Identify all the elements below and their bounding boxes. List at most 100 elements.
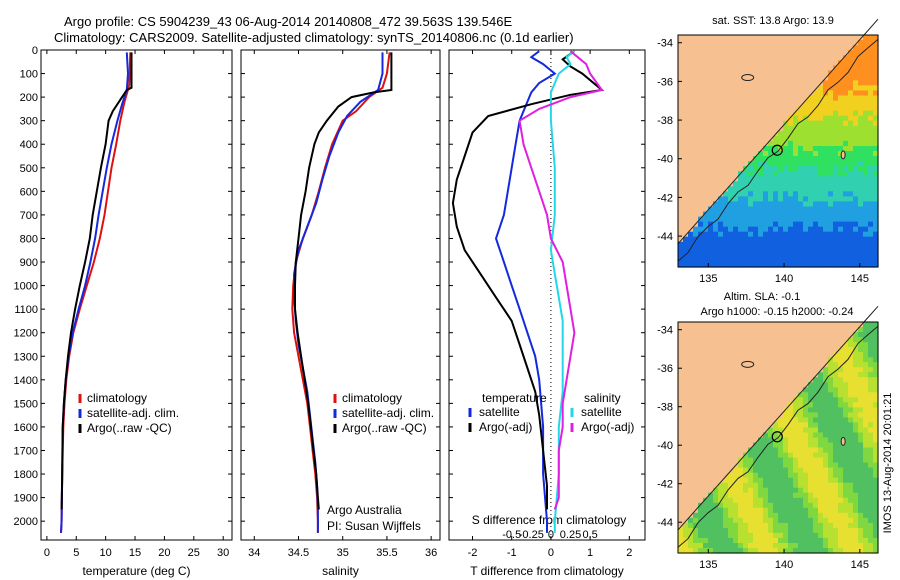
map-cell	[728, 206, 734, 213]
map-cell	[843, 362, 849, 368]
map-cell	[778, 372, 784, 378]
map-cell	[848, 512, 854, 519]
map-cell	[738, 467, 744, 474]
map-cell	[678, 322, 684, 328]
map-cell	[808, 337, 814, 343]
map-cell	[803, 527, 809, 534]
map-cell	[758, 246, 764, 253]
map-cell	[788, 171, 794, 177]
map-cell	[793, 422, 799, 428]
map-cell	[693, 211, 699, 218]
map-cell	[763, 347, 769, 353]
map-cell	[818, 75, 824, 81]
map-cell	[753, 512, 759, 519]
map-cell	[693, 397, 699, 403]
map-cell	[863, 432, 869, 439]
map-cell	[723, 407, 729, 413]
map-cell	[688, 95, 694, 102]
map-cell	[853, 251, 859, 258]
map-cell	[808, 105, 814, 112]
map-cell	[718, 146, 724, 152]
map-cell	[773, 412, 779, 418]
x-tick-label: 135	[699, 273, 717, 285]
map-cell	[753, 241, 759, 248]
map-cell	[748, 332, 754, 338]
map-cell	[753, 186, 759, 192]
map-cell	[808, 100, 814, 107]
map-cell	[778, 442, 784, 449]
map-cell	[678, 140, 684, 147]
map-cell	[723, 417, 729, 423]
map-cell	[828, 332, 834, 338]
map-cell	[873, 151, 879, 157]
map-cell	[728, 387, 734, 393]
y-tick-label: 700	[20, 210, 38, 222]
map-cell	[763, 337, 769, 343]
map-cell	[873, 206, 879, 213]
map-cell	[873, 467, 879, 474]
map-cell	[778, 492, 784, 499]
map-cell	[713, 246, 719, 253]
map-cell	[678, 352, 684, 358]
map-cell	[743, 151, 749, 157]
map-cell	[818, 156, 824, 162]
map-cell	[738, 256, 744, 263]
map-cell	[733, 347, 739, 353]
map-cell	[748, 65, 754, 71]
map-cell	[703, 120, 709, 127]
map-cell	[798, 397, 804, 403]
map-cell	[833, 100, 839, 107]
map-cell	[828, 105, 834, 112]
map-cell	[873, 377, 879, 383]
map-cell	[798, 95, 804, 102]
map-cell	[868, 372, 874, 378]
map-cell	[778, 85, 784, 91]
map-cell	[778, 110, 784, 117]
map-cell	[803, 472, 809, 479]
map-cell	[723, 447, 729, 454]
map-cell	[703, 457, 709, 464]
map-cell	[843, 507, 849, 514]
map-cell	[818, 332, 824, 338]
map-cell	[743, 120, 749, 127]
map-cell	[783, 80, 789, 86]
map-cell	[813, 100, 819, 107]
map-cell	[868, 457, 874, 464]
map-cell	[758, 512, 764, 519]
map-cell	[853, 50, 859, 56]
map-cell	[728, 543, 734, 549]
map-cell	[708, 171, 714, 177]
map-cell	[868, 262, 874, 268]
map-cell	[873, 226, 879, 233]
map-cell	[678, 342, 684, 348]
map-cell	[748, 412, 754, 418]
map-cell	[688, 171, 694, 177]
map-cell	[848, 527, 854, 534]
map-cell	[798, 452, 804, 459]
map-cell	[848, 181, 854, 187]
map-cell	[823, 216, 829, 223]
x-axis-label: salinity	[322, 564, 359, 578]
map-cell	[778, 100, 784, 107]
map-cell	[853, 517, 859, 524]
map-cell	[688, 332, 694, 338]
map-cell	[858, 211, 864, 218]
map-cell	[833, 120, 839, 127]
map-cell	[798, 467, 804, 474]
map-cell	[798, 357, 804, 363]
map-cell	[838, 161, 844, 167]
map-cell	[698, 422, 704, 428]
map-cell	[698, 120, 704, 127]
map-cell	[713, 482, 719, 489]
map-cell	[813, 457, 819, 464]
map-cell	[678, 462, 684, 469]
map-cell	[783, 85, 789, 91]
map-cell	[813, 55, 819, 61]
map-cell	[803, 176, 809, 182]
map-cell	[833, 427, 839, 434]
map-cell	[803, 206, 809, 213]
map-cell	[688, 482, 694, 489]
map-cell	[748, 507, 754, 514]
map-cell	[683, 367, 689, 373]
map-cell	[868, 161, 874, 167]
